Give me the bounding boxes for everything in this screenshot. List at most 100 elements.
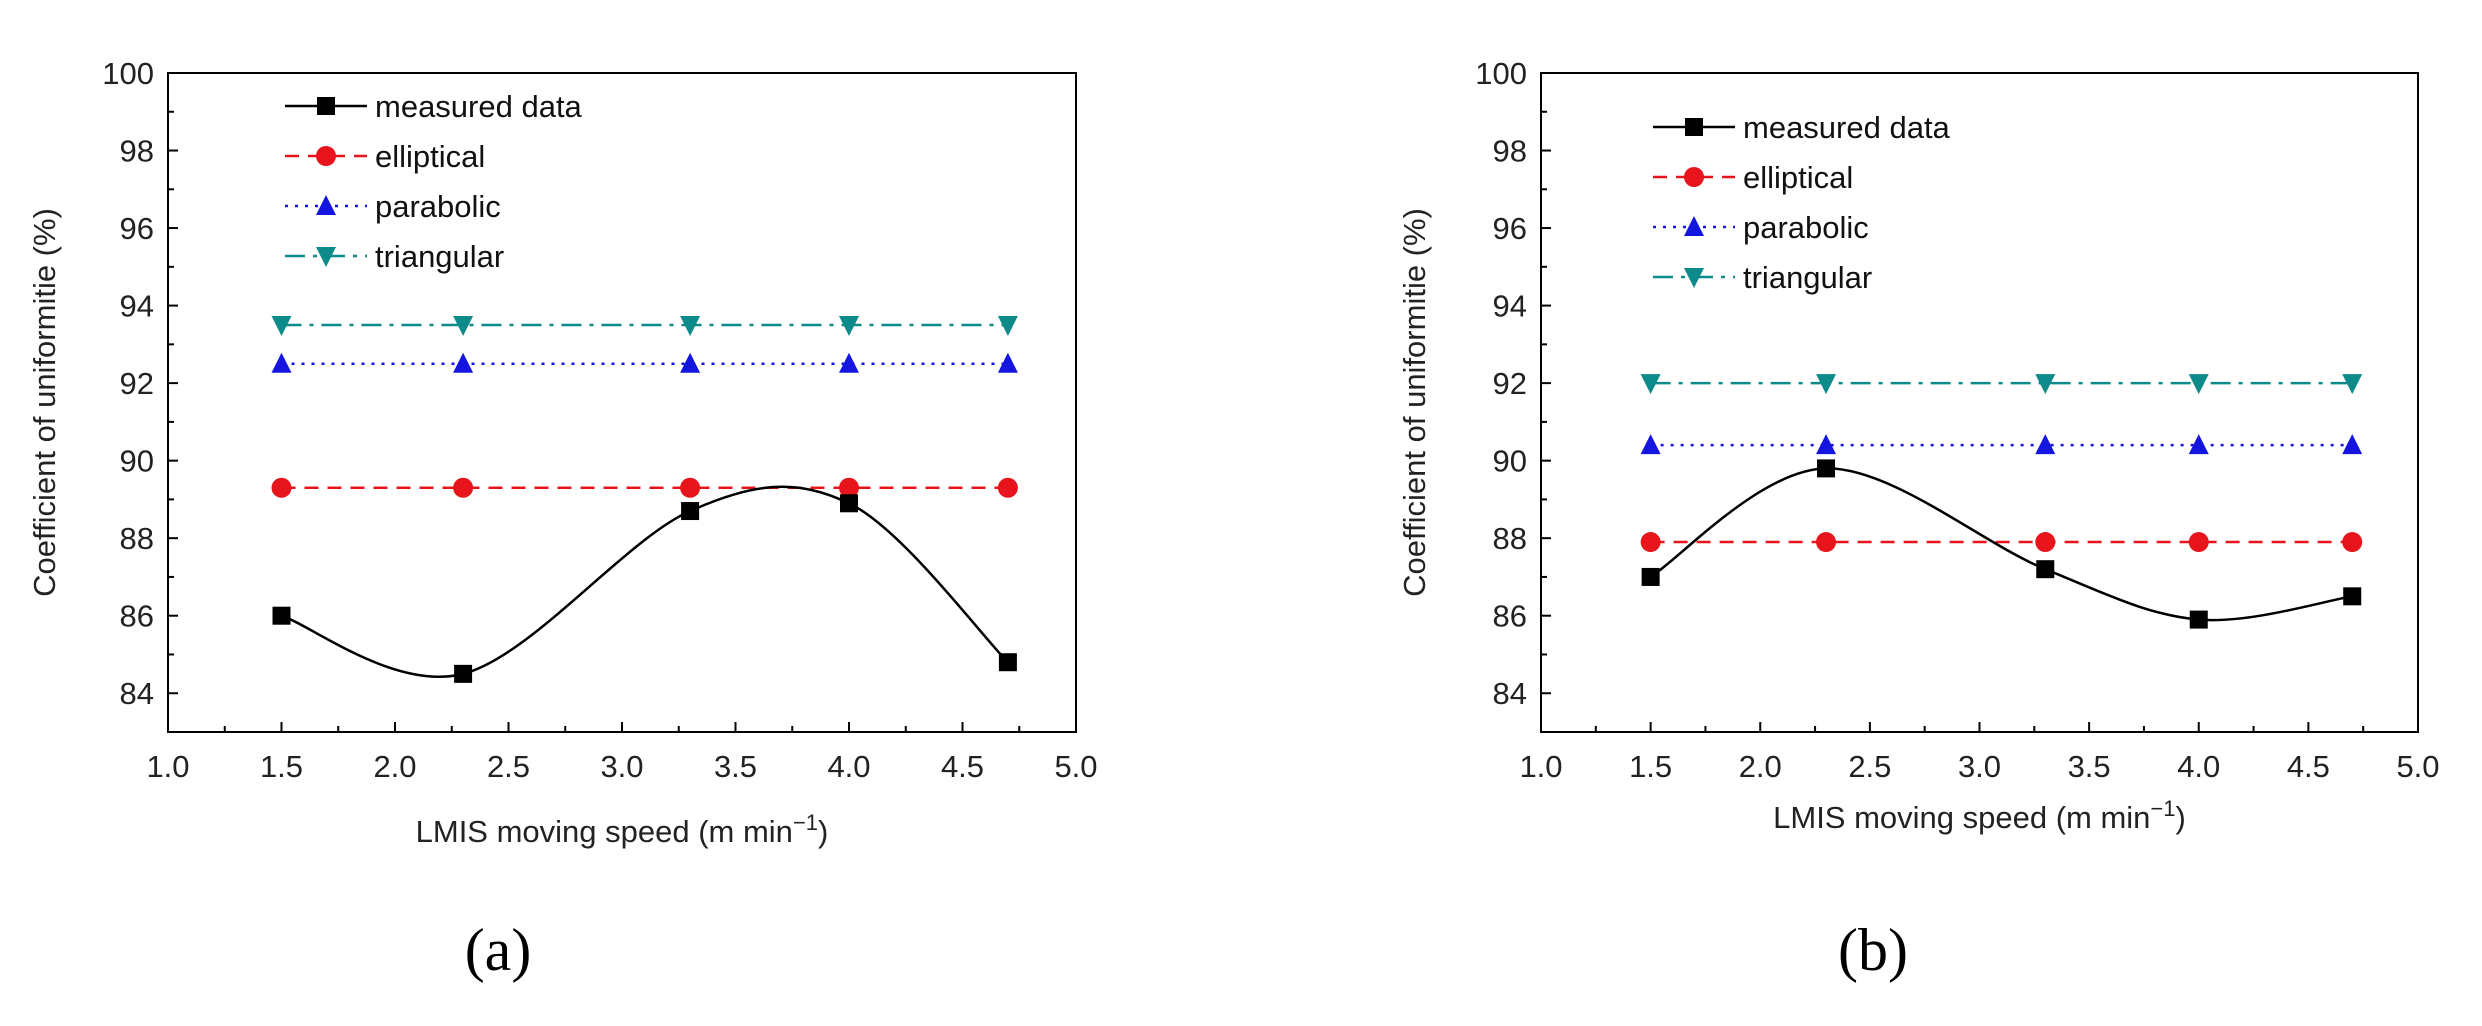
data-point-parabolic: [1816, 434, 1837, 455]
data-point-elliptical: [997, 477, 1018, 498]
y-tick-label: 86: [1493, 599, 1527, 634]
data-point-elliptical: [680, 477, 701, 498]
legend-label-measured-data: measured data: [1743, 110, 1951, 145]
data-point-measured-data: [2343, 587, 2362, 606]
y-tick-label: 96: [1493, 211, 1527, 246]
y-tick-label: 96: [120, 211, 154, 246]
panel-label: (a): [465, 917, 532, 983]
chart-panel-a: 1.0 1.5 2.0 2.5 3.0 3.5 4.0 4.5 5.0 84 86 88 90 92 94 9…: [27, 56, 1098, 983]
data-point-parabolic: [2342, 434, 2363, 455]
plot-frame: [1540, 72, 2419, 733]
data-point-triangular: [2342, 374, 2363, 395]
data-point-measured-data: [2036, 560, 2055, 579]
data-point-elliptical: [1816, 532, 1837, 553]
x-tick-label: 1.5: [260, 749, 303, 784]
y-axis-title: Coefficient of uniformitie (%): [27, 208, 62, 597]
x-tick-label: 4.5: [2287, 749, 2330, 784]
legend-marker-parabolic: [316, 195, 336, 215]
data-point-parabolic: [680, 352, 701, 373]
data-point-parabolic: [453, 352, 474, 373]
y-tick-label: 94: [120, 289, 154, 324]
x-tick-label: 2.5: [1848, 749, 1891, 784]
data-point-elliptical: [2342, 532, 2363, 553]
y-tick-label: 100: [1475, 56, 1527, 91]
series-line-measured-data: [1649, 467, 2353, 622]
data-point-parabolic: [2188, 434, 2209, 455]
x-tick-label: 4.0: [2177, 749, 2220, 784]
x-tick-label: 3.0: [600, 749, 643, 784]
y-tick-label: 84: [120, 676, 154, 711]
legend-marker-elliptical: [316, 146, 336, 166]
x-tick-label: 4.0: [827, 749, 870, 784]
legend-label-triangular: triangular: [375, 239, 504, 274]
y-tick-label: 84: [1493, 676, 1527, 711]
y-tick-label: 92: [1493, 366, 1527, 401]
x-tick-label: 3.5: [714, 749, 757, 784]
data-point-elliptical: [453, 477, 474, 498]
legend-marker-parabolic: [1684, 216, 1704, 236]
data-point-triangular: [997, 315, 1018, 336]
data-point-elliptical: [2035, 532, 2056, 553]
data-point-triangular: [1640, 374, 1661, 395]
data-point-elliptical: [1640, 532, 1661, 553]
data-point-elliptical: [271, 477, 292, 498]
series-line-measured-data: [281, 485, 1009, 678]
data-point-triangular: [453, 315, 474, 336]
legend-label-parabolic: parabolic: [375, 189, 501, 224]
panel-label: (b): [1838, 917, 1908, 983]
data-point-triangular: [2188, 374, 2209, 395]
data-point-parabolic: [2035, 434, 2056, 455]
x-tick-label: 2.0: [1739, 749, 1782, 784]
data-point-triangular: [2035, 374, 2056, 395]
x-axis-title: LMIS moving speed (m min−1): [416, 810, 829, 849]
data-point-measured-data: [1641, 567, 1660, 586]
legend-label-parabolic: parabolic: [1743, 210, 1869, 245]
y-tick-label: 98: [120, 134, 154, 169]
y-tick-label: 86: [120, 599, 154, 634]
y-tick-label: 94: [1493, 289, 1527, 324]
x-tick-label: 5.0: [1054, 749, 1097, 784]
x-tick-label: 1.5: [1629, 749, 1672, 784]
y-tick-label: 92: [120, 366, 154, 401]
y-tick-label: 90: [120, 444, 154, 479]
legend-marker-measured-data: [317, 97, 335, 115]
legend-marker-elliptical: [1684, 167, 1704, 187]
data-point-elliptical: [839, 477, 859, 498]
x-tick-label: 2.0: [373, 749, 416, 784]
data-point-triangular: [271, 315, 292, 336]
y-tick-label: 98: [1493, 134, 1527, 169]
x-tick-label: 1.0: [146, 749, 189, 784]
legend-label-triangular: triangular: [1743, 260, 1872, 295]
legend-marker-measured-data: [1685, 118, 1703, 136]
legend-label-elliptical: elliptical: [375, 139, 485, 174]
y-axis-title: Coefficient of uniformitie (%): [1397, 208, 1432, 597]
x-tick-label: 1.0: [1519, 749, 1562, 784]
legend-marker-triangular: [1684, 268, 1704, 288]
data-point-triangular: [680, 315, 701, 336]
data-point-elliptical: [2188, 532, 2209, 553]
legend-label-measured-data: measured data: [375, 89, 583, 124]
x-axis-title: LMIS moving speed (m min−1): [1773, 796, 2186, 835]
y-tick-label: 88: [1493, 521, 1527, 556]
y-tick-label: 88: [120, 521, 154, 556]
x-tick-label: 2.5: [487, 749, 530, 784]
data-point-measured-data: [840, 494, 858, 513]
y-tick-label: 90: [1493, 444, 1527, 479]
data-point-parabolic: [271, 352, 292, 373]
data-point-parabolic: [997, 352, 1018, 373]
data-point-measured-data: [681, 502, 700, 521]
legend-label-elliptical: elliptical: [1743, 160, 1853, 195]
data-point-parabolic: [839, 352, 859, 373]
data-point-measured-data: [454, 664, 473, 683]
x-tick-label: 5.0: [2396, 749, 2439, 784]
data-point-triangular: [839, 315, 859, 336]
y-tick-label: 100: [102, 56, 154, 91]
data-point-measured-data: [998, 653, 1017, 672]
data-point-measured-data: [2189, 610, 2208, 629]
legend-marker-triangular: [316, 247, 336, 267]
chart-panel-b: 1.0 1.5 2.0 2.5 3.0 3.5 4.0 4.5 5.0 84 86 88 90 92 94 9…: [1397, 56, 2440, 983]
data-point-triangular: [1816, 374, 1837, 395]
x-tick-label: 4.5: [941, 749, 984, 784]
